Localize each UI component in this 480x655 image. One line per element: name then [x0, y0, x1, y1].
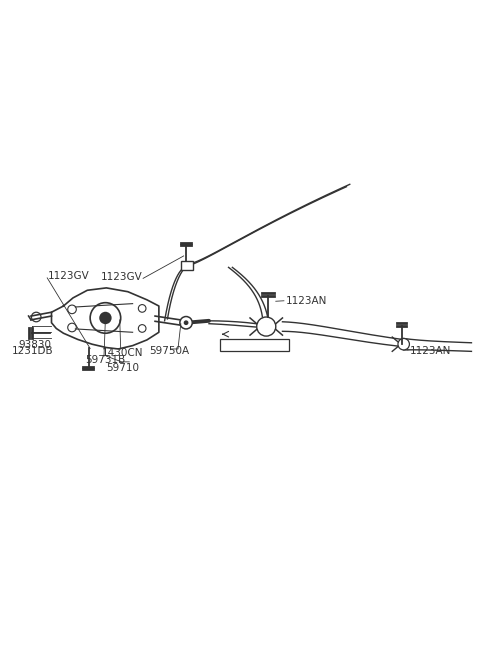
- FancyBboxPatch shape: [220, 339, 288, 351]
- Text: 93830: 93830: [18, 340, 51, 350]
- Circle shape: [184, 320, 189, 325]
- Text: REF.50-527: REF.50-527: [222, 341, 282, 350]
- Text: 1231DB: 1231DB: [12, 346, 53, 356]
- Circle shape: [257, 317, 276, 336]
- Text: 1123GV: 1123GV: [100, 272, 142, 282]
- Text: 59710: 59710: [107, 363, 139, 373]
- Polygon shape: [51, 288, 159, 349]
- Text: 59731B: 59731B: [85, 355, 125, 365]
- Text: 59750A: 59750A: [149, 346, 190, 356]
- Circle shape: [99, 312, 112, 324]
- Circle shape: [180, 316, 192, 329]
- Text: 1430CN: 1430CN: [102, 348, 143, 358]
- Text: 1123GV: 1123GV: [48, 271, 90, 282]
- Bar: [181, 261, 193, 271]
- Circle shape: [398, 339, 409, 350]
- Text: 1123AN: 1123AN: [285, 296, 327, 306]
- Text: 1123AN: 1123AN: [409, 346, 451, 356]
